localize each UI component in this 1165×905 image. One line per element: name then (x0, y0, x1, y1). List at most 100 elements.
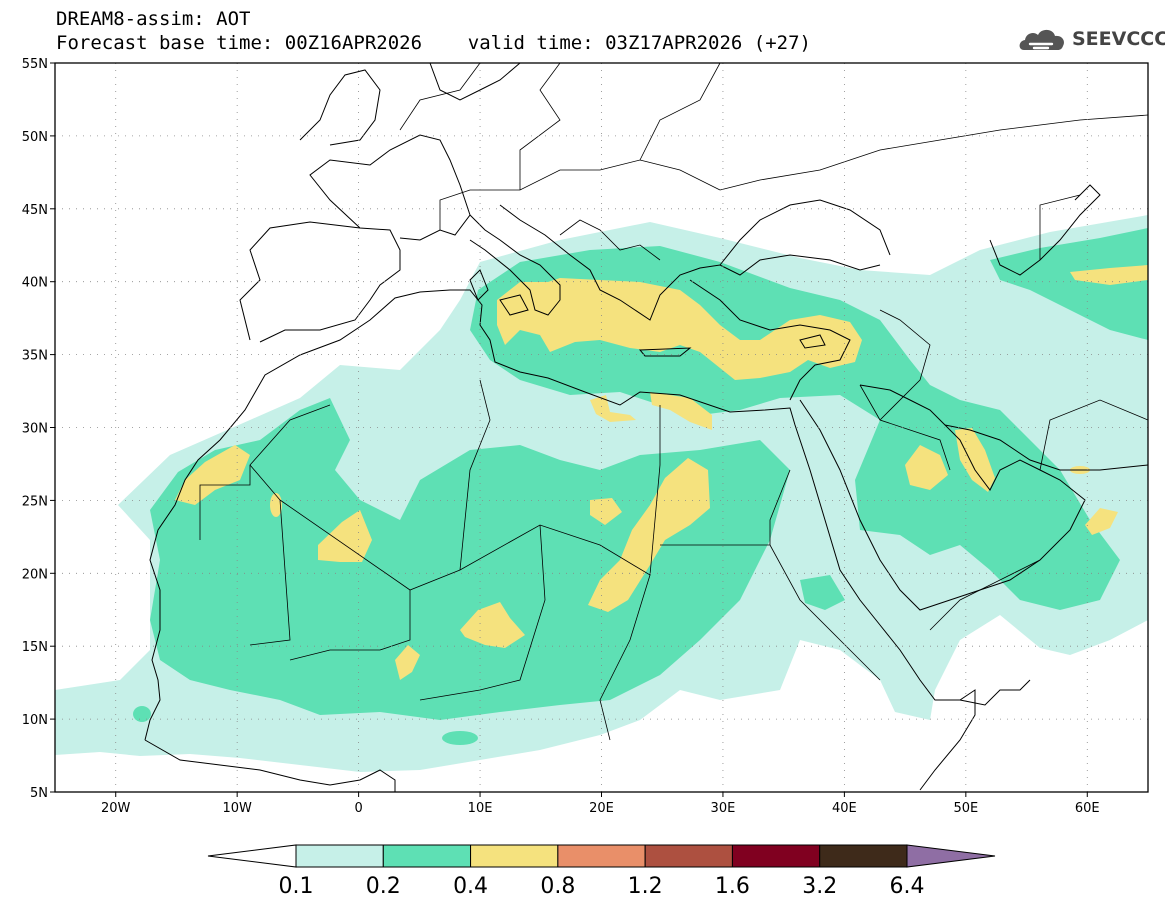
colorbar-segment (470, 844, 559, 868)
aot-field-yellow-sudan (590, 498, 622, 525)
lat-label: 35N (22, 349, 48, 364)
coastline-horn (959, 679, 1031, 706)
colorbar-max-arrow (906, 844, 996, 868)
colorbar-label: 3.2 (802, 874, 837, 899)
aot-field-yellow-greece (497, 278, 862, 380)
aot-field-green-patch (133, 706, 151, 722)
lon-label: 10E (468, 801, 493, 816)
latitude-labels: 5N 10N 15N 20N 25N 30N 35N 40N 45N 50N 55N (22, 57, 55, 801)
lon-label: 10W (222, 801, 252, 816)
lat-label: 30N (22, 422, 48, 437)
aot-field-yellow-libya-small (590, 395, 636, 422)
coastline-balkans (499, 204, 881, 321)
colorbar-labels: 0.1 0.2 0.4 0.8 1.2 1.6 3.2 6.4 (279, 874, 925, 899)
lat-label: 45N (22, 203, 48, 218)
colorbar-segment (295, 844, 384, 868)
lon-label: 0 (354, 801, 362, 816)
colorbar-segment (557, 844, 646, 868)
border (859, 384, 951, 471)
border (639, 63, 721, 161)
border (279, 405, 661, 591)
border (419, 524, 546, 701)
logo-text: SEEVCCC (1072, 28, 1165, 50)
coastlines (144, 63, 1148, 792)
colorbar-label: 0.4 (453, 874, 488, 899)
colorbar-label: 0.8 (540, 874, 575, 899)
coastline-france (309, 134, 471, 241)
aot-field-green-patch (442, 731, 478, 745)
lon-label: 20W (101, 801, 131, 816)
aot-field-green-yemen (800, 575, 845, 610)
colorbar-label: 6.4 (890, 874, 925, 899)
colorbar-segment (382, 844, 472, 868)
border (599, 574, 651, 741)
lat-label: 55N (22, 57, 48, 72)
coastline-iran (944, 424, 1148, 471)
coastline-islands (469, 269, 826, 357)
lat-label: 40N (22, 276, 48, 291)
border (769, 544, 881, 681)
aot-field-yellow-mali (318, 510, 372, 562)
aot-field-green-east (990, 228, 1148, 340)
lon-label: 40E (832, 801, 857, 816)
colorbar-label: 1.2 (628, 874, 663, 899)
aot-field-yellow-gulf (955, 428, 995, 492)
colorbar-label: 1.6 (715, 874, 750, 899)
aot-field-yellow-oman (1085, 508, 1118, 535)
border (1039, 194, 1081, 260)
coastline-africa (144, 289, 976, 791)
lat-label: 50N (22, 130, 48, 145)
aot-field-yellow-niger (460, 602, 525, 648)
lon-label: 50E (953, 801, 978, 816)
colorbar-label: 0.2 (366, 874, 401, 899)
coastline-scandinavia (429, 63, 521, 101)
aot-field-yellow-saudi (905, 445, 948, 490)
lon-label: 20E (589, 801, 614, 816)
lat-label: 10N (22, 713, 48, 728)
colorbar-segment (819, 844, 908, 868)
aot-field-yellow-westsahara (175, 445, 250, 505)
border (249, 464, 291, 646)
cloud-icon (1019, 29, 1065, 50)
colorbar-min-arrow (207, 844, 297, 868)
seevccc-logo: SEEVCCC (1016, 22, 1165, 56)
border (1039, 399, 1148, 471)
graticule (55, 63, 1148, 792)
map-title: DREAM8-assim: AOT (56, 8, 251, 30)
border (399, 63, 481, 131)
border (459, 379, 491, 571)
lat-label: 5N (30, 786, 48, 801)
colorbar-label: 0.1 (279, 874, 314, 899)
aot-field-yellow-nigeria (395, 645, 420, 680)
border (719, 114, 1148, 191)
border (289, 590, 411, 661)
lat-label: 25N (22, 494, 48, 509)
coastline-britain (299, 69, 381, 146)
coastline-gulf-guinea (144, 739, 396, 792)
lat-label: 15N (22, 640, 48, 655)
border (519, 63, 561, 190)
coastline-black-sea (719, 199, 891, 266)
longitude-labels: 20W 10W 0 10E 20E 30E 40E 50E 60E (101, 792, 1100, 816)
country-borders (199, 63, 1148, 741)
coastline-italy (469, 214, 561, 316)
lat-label: 20N (22, 567, 48, 582)
border (439, 159, 721, 230)
border (879, 309, 931, 421)
lon-label: 60E (1075, 801, 1100, 816)
border (199, 404, 331, 540)
colorbar-segment (731, 844, 821, 868)
aot-field-yellow-libya (650, 392, 712, 430)
aot-field-yellow-chad (588, 458, 710, 612)
aot-field (55, 215, 1148, 772)
colorbar-segment (644, 844, 733, 868)
coastline-anatolia (689, 279, 851, 401)
coastline-caspian (989, 184, 1101, 276)
aot-colorbar (207, 844, 996, 868)
border (559, 219, 661, 261)
forecast-time-line: Forecast base time: 00Z16APR2026 valid t… (56, 32, 811, 54)
coastline-iberia (239, 221, 401, 343)
border (929, 559, 1041, 631)
aot-field-yellow-caspian (1070, 265, 1148, 285)
